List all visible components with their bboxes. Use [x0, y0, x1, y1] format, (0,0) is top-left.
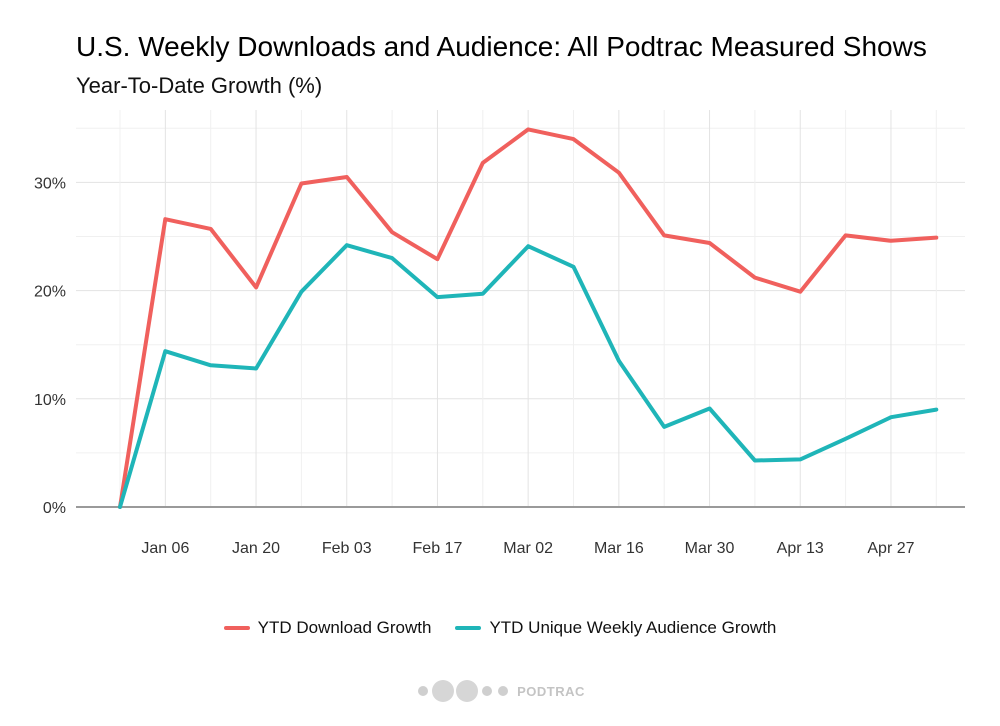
y-tick-label: 20% — [34, 284, 66, 301]
y-tick-label: 0% — [43, 500, 66, 517]
chart-subtitle: Year-To-Date Growth (%) — [76, 73, 323, 98]
x-tick-label: Apr 27 — [867, 540, 914, 557]
x-tick-label: Mar 02 — [503, 540, 553, 557]
x-tick-label: Mar 16 — [594, 540, 644, 557]
x-tick-label: Jan 20 — [232, 540, 280, 557]
podtrac-logo: PODTRAC — [0, 680, 1000, 702]
chart-title: U.S. Weekly Downloads and Audience: All … — [76, 31, 927, 62]
legend-item-download: YTD Download Growth — [223, 618, 432, 638]
x-tick-label: Feb 03 — [322, 540, 372, 557]
x-tick-label: Mar 30 — [685, 540, 735, 557]
legend-swatch-audience — [455, 626, 482, 630]
x-tick-label: Feb 17 — [413, 540, 463, 557]
logo-brand-text: PODTRAC — [517, 683, 585, 699]
legend-label-audience: YTD Unique Weekly Audience Growth — [489, 618, 777, 637]
y-tick-label: 30% — [34, 175, 66, 192]
legend-item-audience: YTD Unique Weekly Audience Growth — [455, 618, 776, 638]
legend-swatch-download — [223, 626, 250, 630]
y-tick-label: 10% — [34, 392, 66, 409]
logo-circle-icon — [432, 680, 455, 702]
legend: YTD Download Growth YTD Unique Weekly Au… — [0, 618, 1000, 638]
logo-dot-icon — [498, 686, 509, 696]
legend-label-download: YTD Download Growth — [257, 618, 432, 637]
logo-circle-icon — [456, 680, 479, 702]
logo-dot-icon — [482, 686, 493, 696]
logo-dot-icon — [418, 686, 429, 696]
series-line-download-growth — [118, 127, 939, 509]
line-chart: 0% 10% 20% 30% Jan 06 Jan 20 Feb 03 Feb 17 Mar 0… — [34, 110, 965, 557]
x-tick-label: Jan 06 — [141, 540, 189, 557]
series-line-audience-growth — [118, 243, 939, 509]
x-tick-label: Apr 13 — [777, 540, 824, 557]
